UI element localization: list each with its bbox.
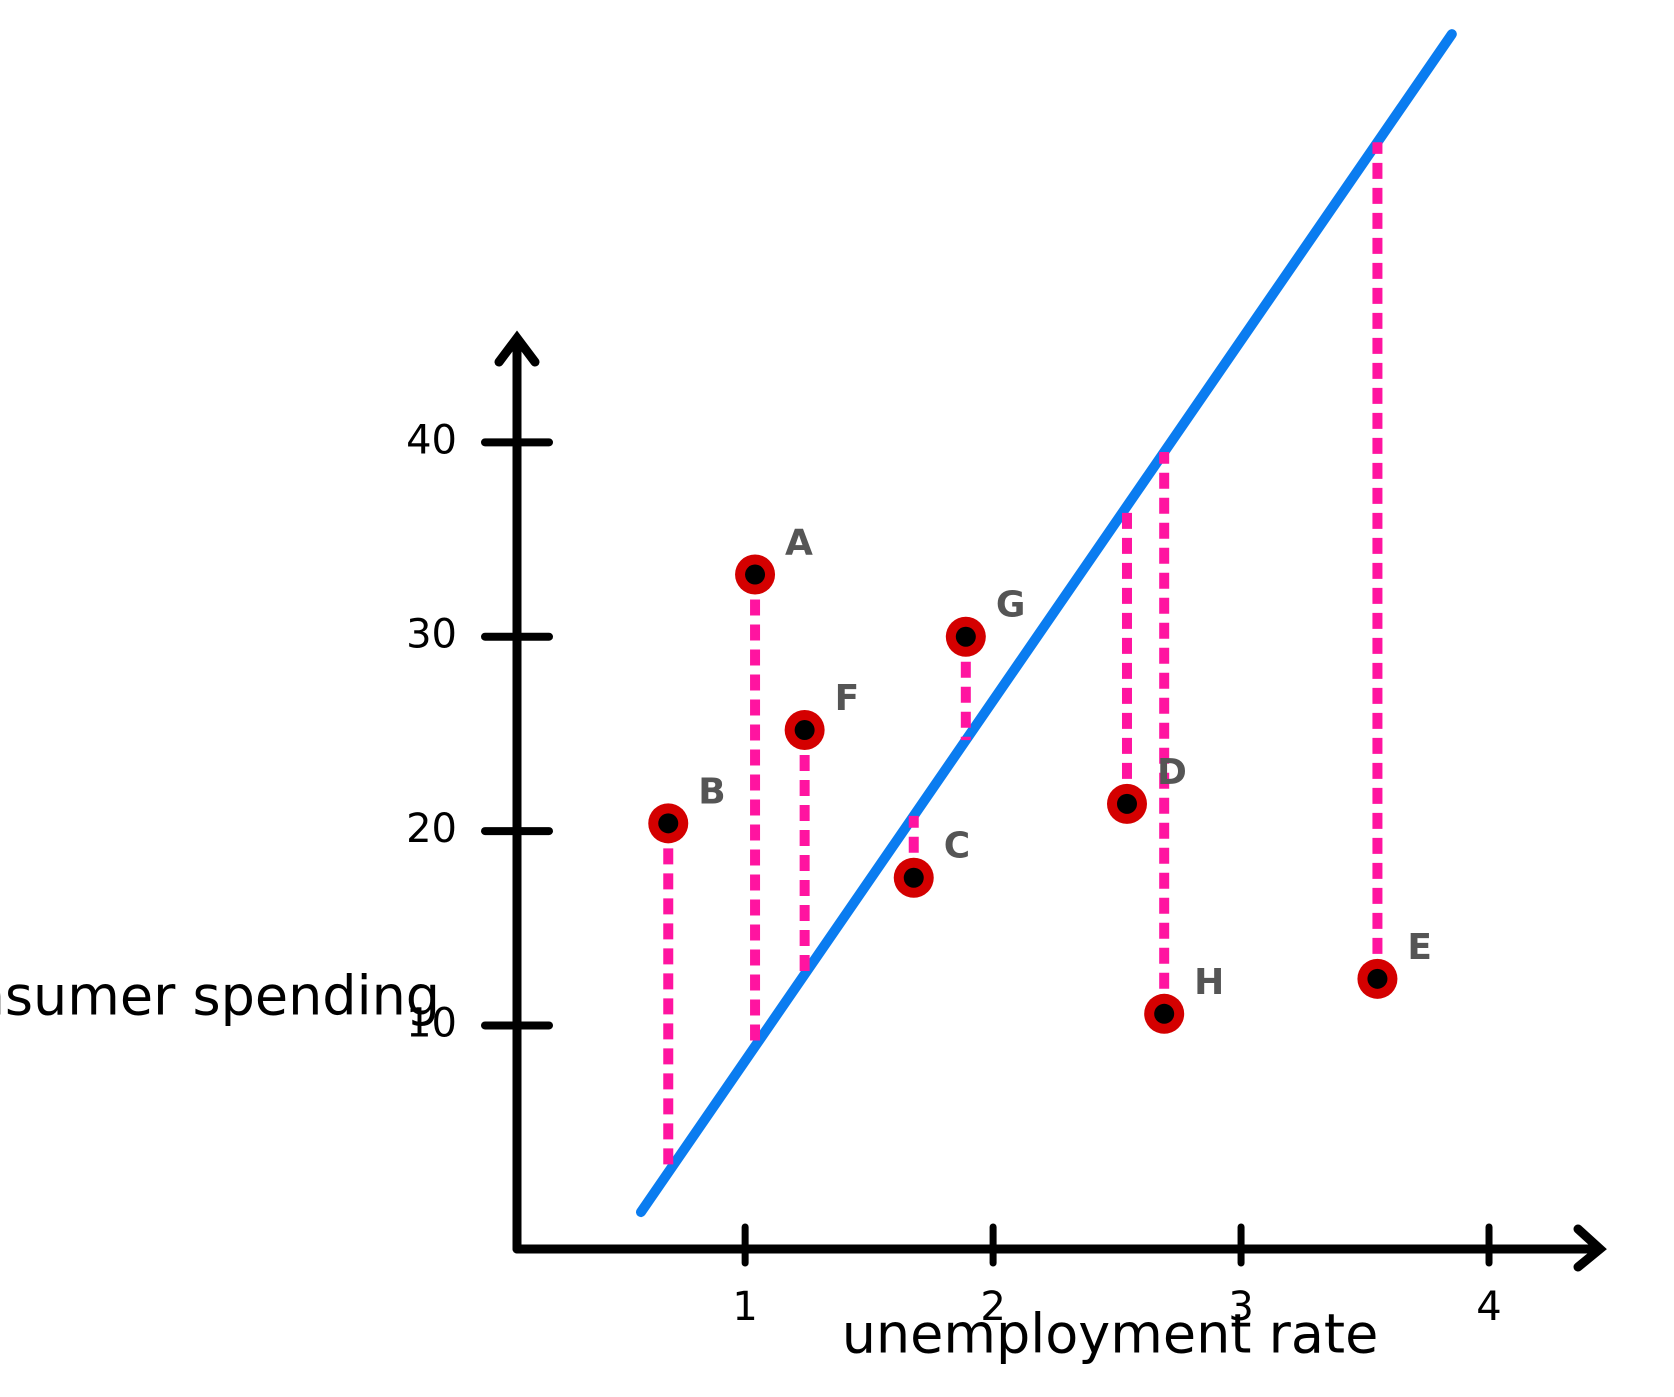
point-center: [1154, 1003, 1175, 1024]
point-center: [903, 867, 924, 888]
point-label: G: [996, 585, 1026, 626]
x-axis-arrow: [1573, 1224, 1607, 1272]
point-center: [1116, 793, 1137, 814]
point-label: B: [698, 771, 725, 812]
y-tick-label: 20: [406, 806, 457, 852]
point-label: A: [785, 523, 813, 564]
y-tick-label: 40: [406, 417, 457, 463]
point-label: H: [1194, 962, 1224, 1003]
y-tick-label: 10: [406, 1000, 457, 1046]
point-label: F: [835, 678, 860, 719]
x-tick-label: 2: [980, 1284, 1005, 1330]
y-axis-title: Consumer spending: [0, 965, 440, 1028]
point-center: [955, 626, 976, 647]
point-label: E: [1407, 927, 1432, 968]
y-axis-arrow: [494, 330, 540, 367]
y-tick-label: 30: [406, 612, 457, 658]
x-axis-title: unemployment rate: [842, 1303, 1379, 1366]
point-center: [658, 813, 679, 834]
point-label: D: [1157, 752, 1187, 793]
x-tick-label: 1: [732, 1284, 757, 1330]
point-label: C: [944, 826, 970, 867]
point-center: [1367, 968, 1388, 989]
point-center: [794, 720, 815, 741]
x-tick-label: 3: [1228, 1284, 1253, 1330]
x-tick-label: 4: [1476, 1284, 1501, 1330]
fit-line: [635, 29, 1457, 1218]
point-center: [745, 564, 766, 585]
